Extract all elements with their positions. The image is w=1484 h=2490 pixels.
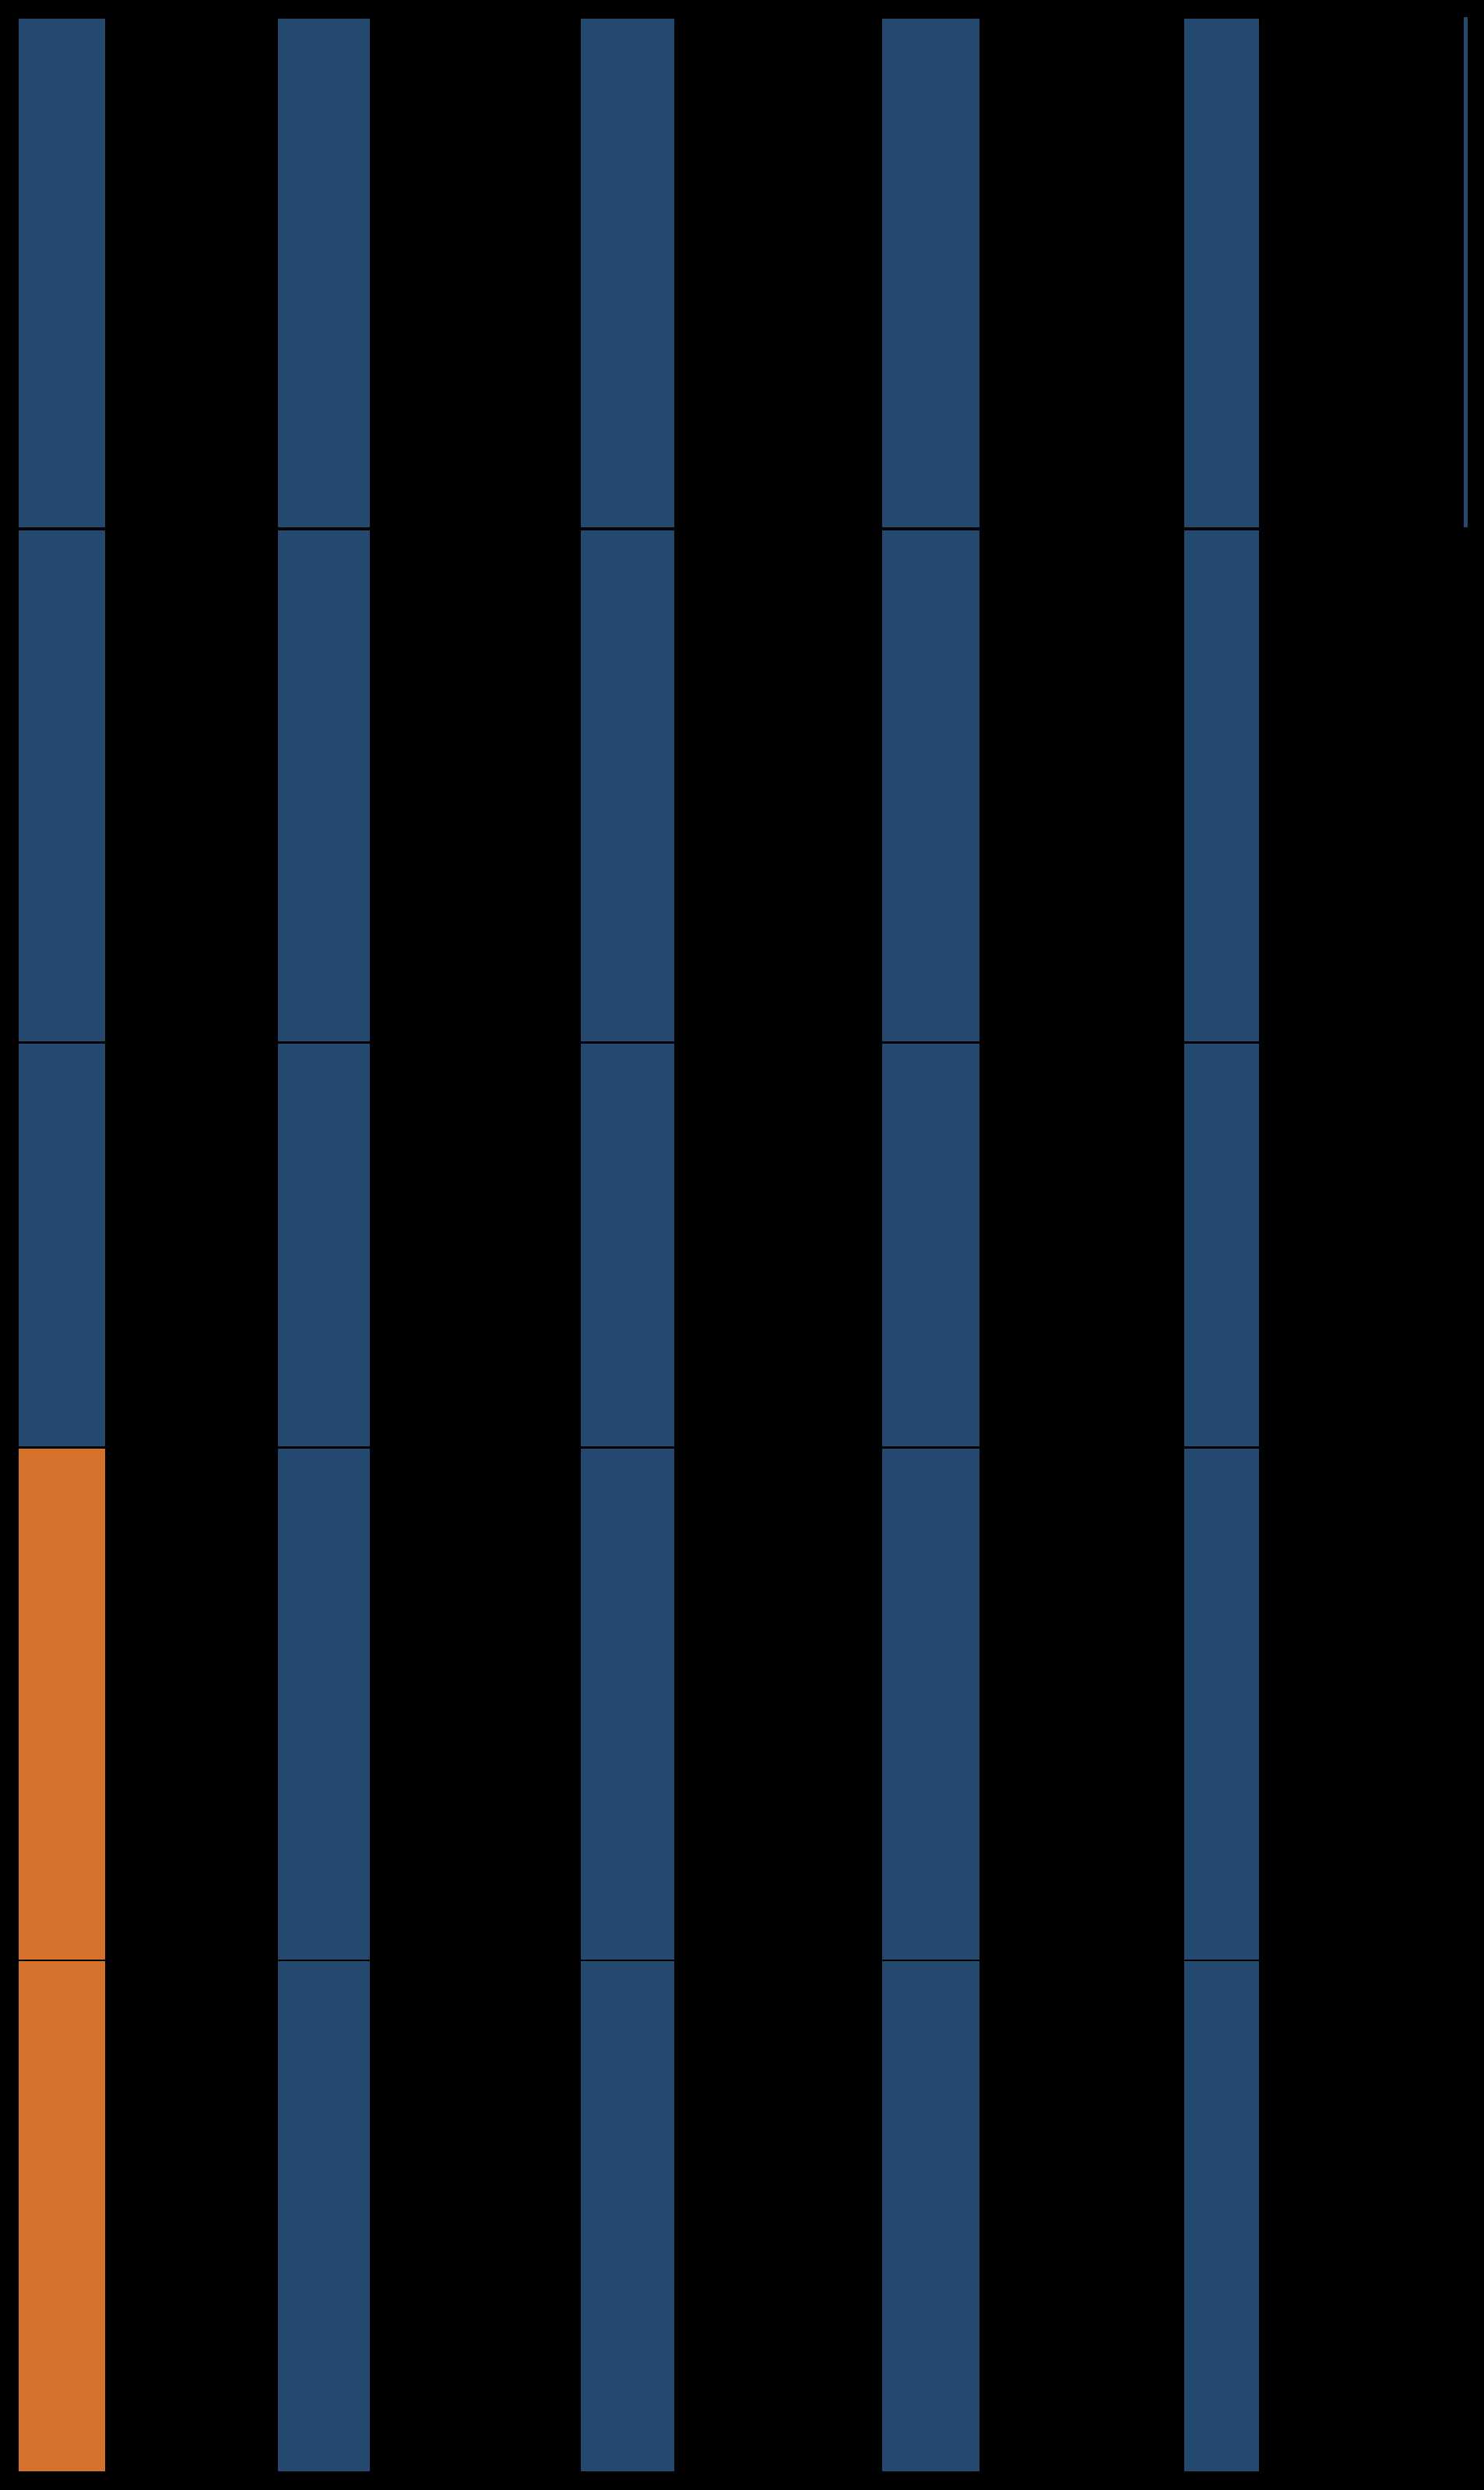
cell[interactable] xyxy=(19,19,105,527)
cell[interactable] xyxy=(19,1044,105,1446)
cell[interactable] xyxy=(1184,1044,1259,1446)
cell[interactable] xyxy=(581,1449,674,1960)
cell[interactable] xyxy=(882,530,979,1041)
cell[interactable] xyxy=(19,1961,105,2471)
cell[interactable] xyxy=(882,1961,979,2471)
cell[interactable] xyxy=(882,1044,979,1446)
cell[interactable] xyxy=(581,530,674,1041)
cell[interactable] xyxy=(1184,19,1259,527)
cell[interactable] xyxy=(19,1449,105,1960)
cell[interactable] xyxy=(278,1961,370,2471)
cell[interactable] xyxy=(278,530,370,1041)
cell[interactable] xyxy=(882,19,979,527)
cell[interactable] xyxy=(278,1449,370,1960)
cell[interactable] xyxy=(1184,1961,1259,2471)
cell[interactable] xyxy=(581,19,674,527)
cell[interactable] xyxy=(278,1044,370,1446)
cell[interactable] xyxy=(1184,530,1259,1041)
cell[interactable] xyxy=(581,1961,674,2471)
cell[interactable] xyxy=(19,530,105,1041)
cell[interactable] xyxy=(278,19,370,527)
divider xyxy=(1464,17,1468,527)
cell[interactable] xyxy=(1184,1449,1259,1960)
cell[interactable] xyxy=(581,1044,674,1446)
cell[interactable] xyxy=(882,1449,979,1960)
